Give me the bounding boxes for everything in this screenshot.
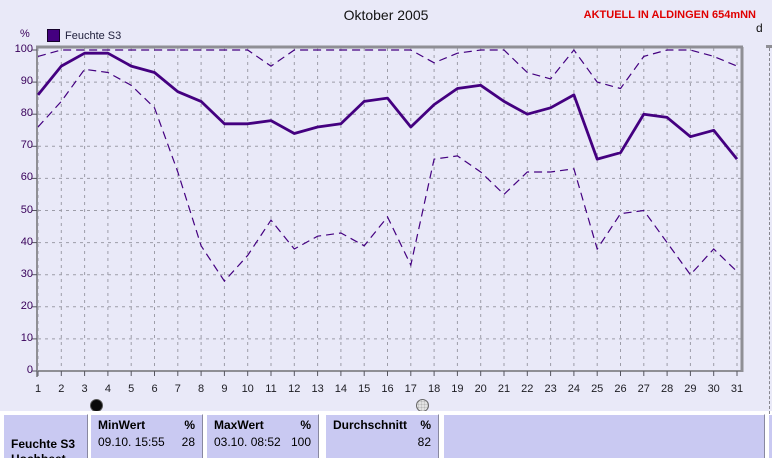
y-axis-unit-label: % [20,28,30,40]
durchschnitt-value: 82 [417,435,431,449]
x-tick-label: 17 [404,383,417,395]
station-status-label: AKTUELL IN ALDINGEN 654mNN [583,9,756,21]
adjacent-chart-unit-label: d [756,21,763,35]
x-tick-label: 21 [497,383,511,395]
y-tick-label: 50 [20,203,33,216]
minwert-value: 28 [181,435,195,449]
adjacent-chart-axis [769,48,770,414]
maxwert-datetime: 03.10. 08:52 [214,435,281,449]
x-tick-label: 1 [34,383,42,395]
x-tick-label: 12 [288,383,301,395]
x-tick-label: 26 [614,383,627,395]
x-tick-label: 4 [104,383,111,395]
durchschnitt-header: Durchschnitt [333,418,408,432]
y-tick-label: 60 [20,171,33,184]
maxwert-unit: % [300,418,311,432]
x-tick-label: 5 [128,383,135,395]
minwert-datetime: 09.10. 15:55 [98,435,165,449]
series-feuchte-s3-mittelwert [36,51,739,161]
series-feuchte-s3-minimum [37,68,738,283]
maxwert-value: 100 [290,435,311,449]
x-tick-label: 30 [707,383,720,395]
table-cell-sensor[interactable]: Feuchte S3 Hochbeet [3,414,88,458]
sensor-subname: Hochbeet [4,451,87,458]
x-tick-label: 18 [427,383,441,395]
durchschnitt-unit: % [420,418,431,432]
x-tick-label: 27 [637,383,650,395]
x-tick-label: 7 [174,383,181,395]
adjacent-chart-frame [766,45,772,48]
sensor-name: Feuchte S3 [11,437,76,451]
x-tick-label: 14 [334,383,348,395]
table-cell-minwert[interactable]: MinWert % 09.10. 15:55 28 [90,414,203,458]
x-tick-label: 8 [198,383,205,395]
x-tick-label: 16 [381,383,394,395]
maxwert-header: MaxWert [214,418,264,432]
legend-label: Feuchte S3 [65,29,122,42]
x-tick-label: 24 [567,383,581,395]
y-tick-label: 100 [14,43,33,55]
y-tick-label: 70 [20,139,33,152]
table-cell-empty [443,414,765,458]
y-tick-label: 30 [20,267,33,280]
minwert-unit: % [184,418,195,432]
x-tick-label: 2 [58,383,65,395]
x-tick-label: 19 [451,383,464,395]
y-tick-label: 40 [20,235,33,248]
x-tick-label: 20 [474,383,487,395]
x-tick-label: 28 [660,383,674,395]
x-tick-label: 6 [151,383,158,395]
y-tick-label: 20 [20,299,33,312]
y-tick-label: 90 [20,75,33,88]
x-tick-label: 22 [521,383,534,395]
x-tick-label: 3 [81,383,88,395]
x-tick-label: 15 [358,383,371,395]
full-moon-icon [415,399,429,412]
legend-color-swatch [47,29,60,42]
legend: Feuchte S3 [47,29,121,42]
adjacent-table-cell [768,414,772,458]
x-tick-label: 25 [591,383,604,395]
x-tick-label: 29 [684,383,697,395]
x-tick-label: 11 [265,383,277,395]
y-tick-label: 80 [20,107,33,120]
y-tick-label: 0 [26,364,33,376]
chart-title: Oktober 2005 [343,7,429,23]
x-tick-label: 9 [221,383,228,395]
y-tick-label: 10 [20,331,33,344]
x-tick-label: 23 [544,383,557,395]
series-feuchte-s3-maximum [37,49,738,90]
x-tick-label: 13 [311,383,324,395]
plot-area[interactable] [32,45,745,379]
x-tick-label: 31 [730,383,744,395]
minwert-header: MinWert [98,418,146,432]
table-cell-durchschnitt[interactable]: Durchschnitt % 82 [325,414,439,458]
x-tick-label: 10 [241,383,254,395]
table-cell-maxwert[interactable]: MaxWert % 03.10. 08:52 100 [206,414,319,458]
chart-canvas [32,45,744,377]
